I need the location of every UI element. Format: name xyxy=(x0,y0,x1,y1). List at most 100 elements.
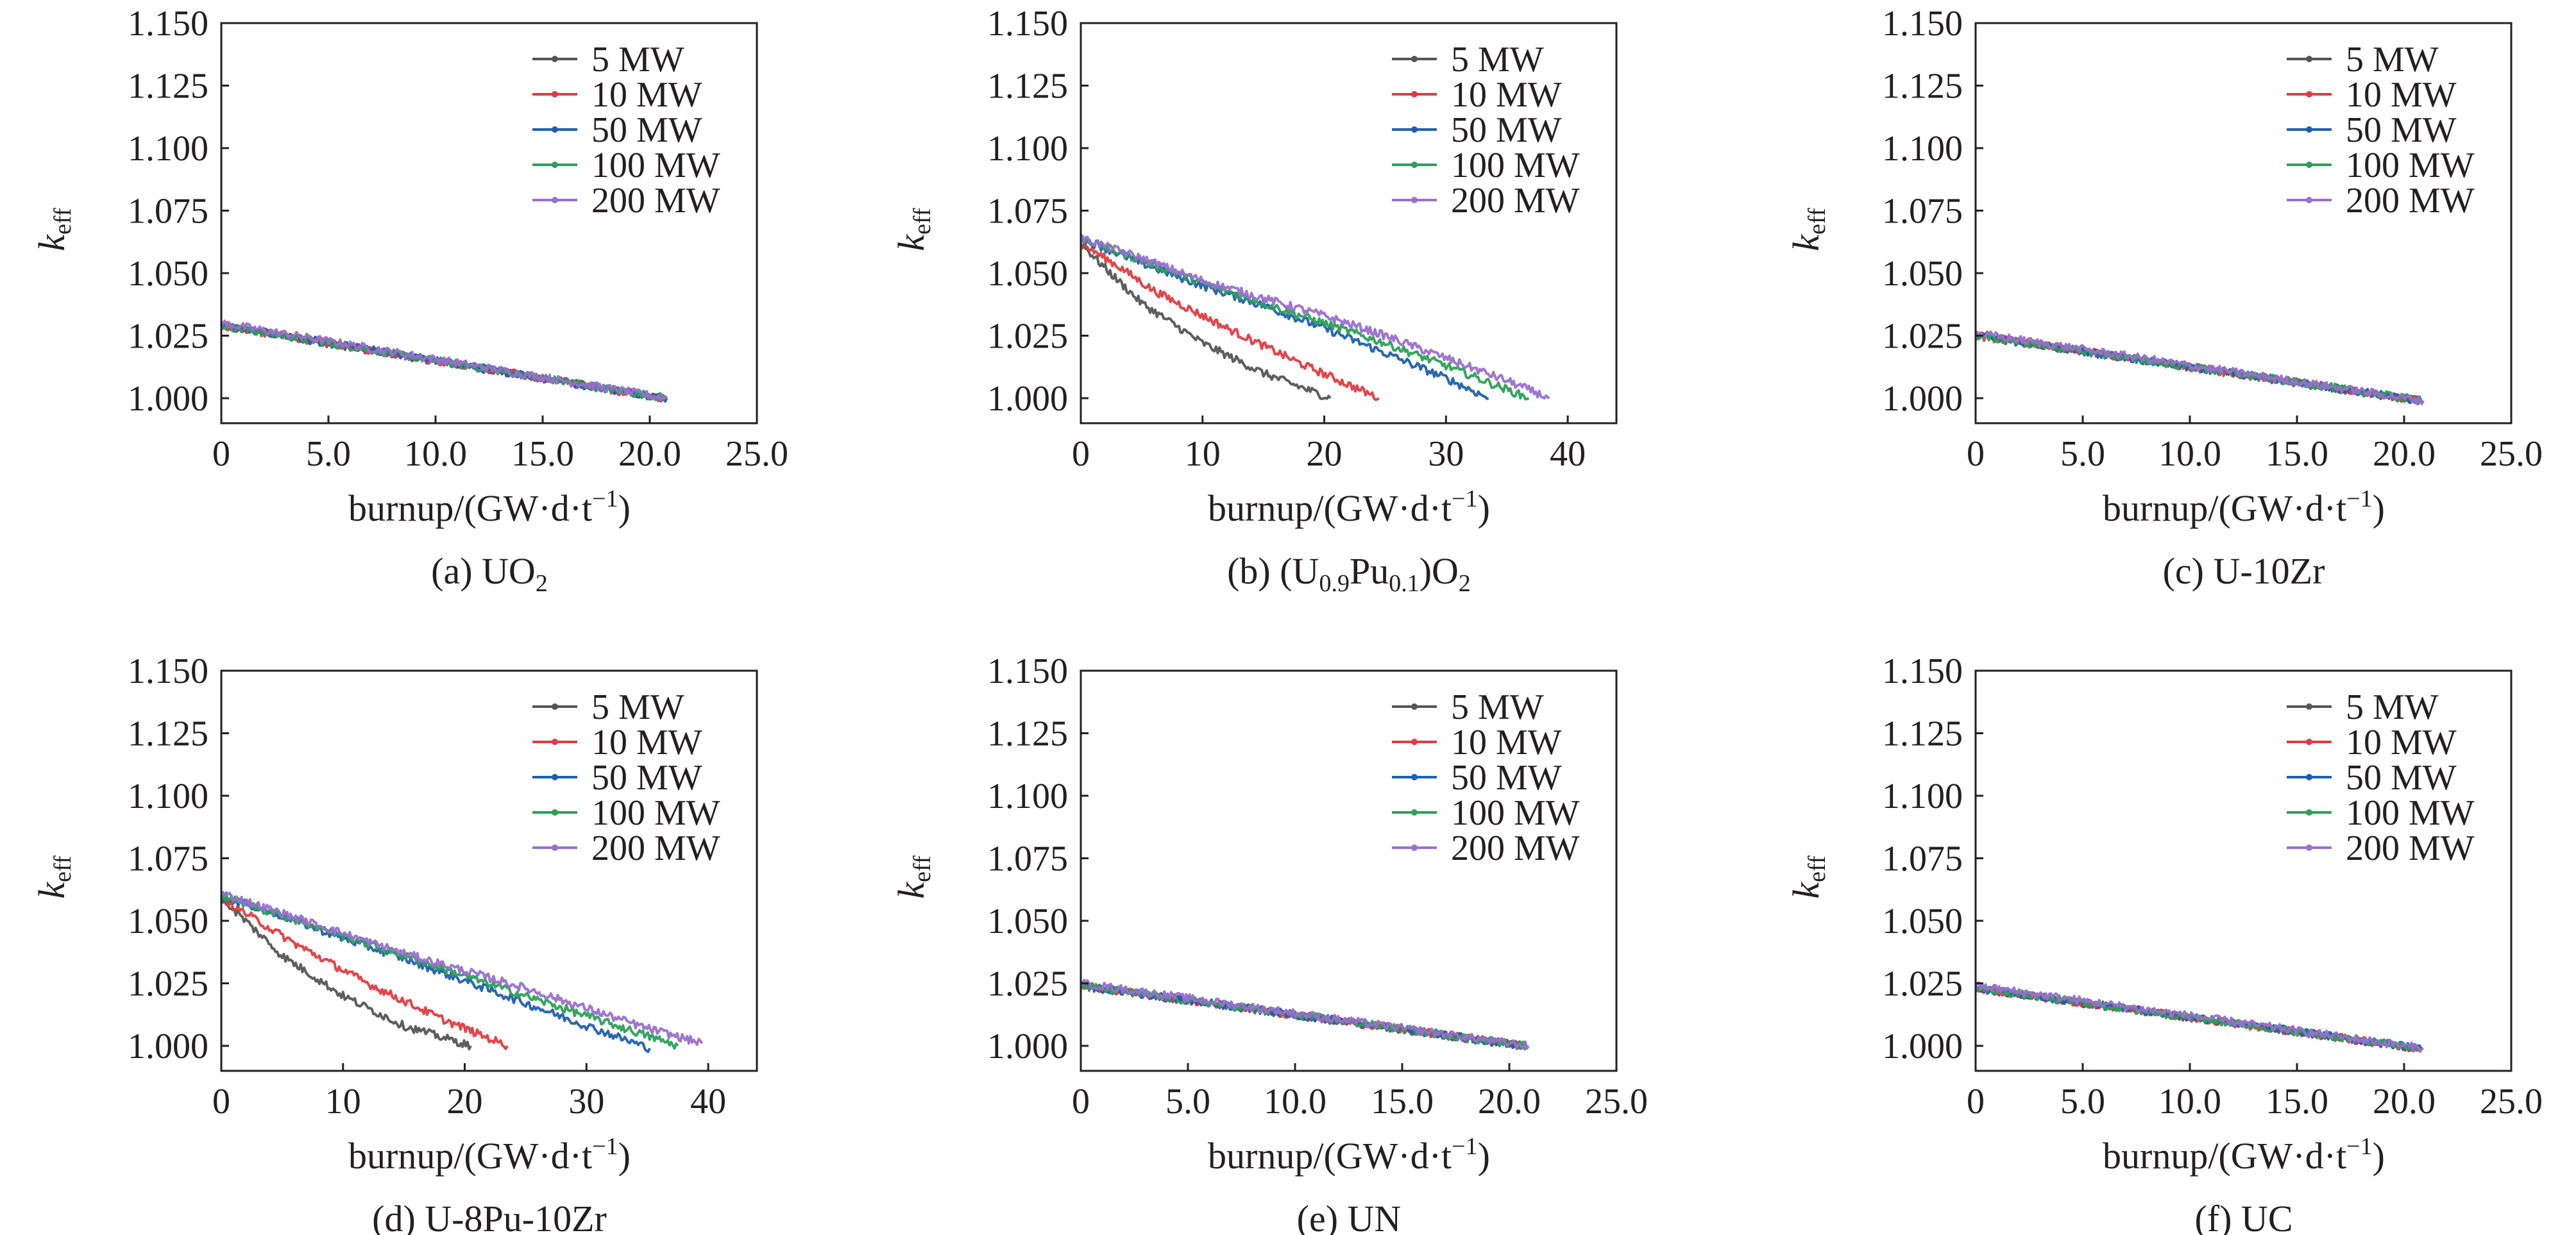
legend-marker xyxy=(2306,739,2312,745)
series-line xyxy=(220,319,668,402)
caption-text: (f) UC xyxy=(2194,1198,2292,1235)
legend-marker xyxy=(2306,844,2312,851)
panel-caption: (c) U-10Zr xyxy=(2163,550,2325,592)
y-axis-title-sub: eff xyxy=(909,208,936,235)
legend-marker xyxy=(1411,774,1418,780)
legend-marker xyxy=(1411,703,1418,710)
legend-marker xyxy=(1411,809,1418,816)
legend-label: 10 MW xyxy=(591,723,702,762)
x-tick-label: 40 xyxy=(690,1082,726,1122)
legend-label: 5 MW xyxy=(2346,687,2439,727)
y-axis-title-sub: eff xyxy=(909,855,936,882)
legend-label: 100 MW xyxy=(1451,793,1580,833)
legend-label: 50 MW xyxy=(1451,110,1562,150)
panel-caption: (a) UO2 xyxy=(431,550,548,597)
legend-marker xyxy=(1411,91,1418,97)
legend-label: 200 MW xyxy=(1451,181,1580,221)
legend-label: 200 MW xyxy=(591,828,720,868)
plot-frame xyxy=(1974,669,2512,1072)
legend-label: 50 MW xyxy=(591,758,702,798)
x-tick-label: 15.0 xyxy=(2266,434,2328,474)
y-axis-title-sub: eff xyxy=(49,855,76,882)
x-tick-label: 15.0 xyxy=(511,434,574,474)
y-tick-label: 1.075 xyxy=(1882,192,1963,231)
y-tick-label: 1.050 xyxy=(987,254,1068,294)
x-axis-title-main: burnup/(GW·d·t xyxy=(1208,487,1452,529)
legend-label: 5 MW xyxy=(2346,40,2439,80)
x-axis-title-tail: ) xyxy=(1478,1135,1490,1177)
y-tick-label: 1.100 xyxy=(1882,777,1963,816)
x-tick-label: 5.0 xyxy=(1165,1082,1210,1122)
y-axis-title: keff xyxy=(1785,208,1831,251)
panel-caption: (d) U-8Pu-10Zr xyxy=(372,1198,607,1235)
x-tick-label: 0 xyxy=(1072,434,1090,474)
y-tick-label: 1.025 xyxy=(987,317,1068,357)
y-axis-title: keff xyxy=(1785,855,1831,899)
legend-label: 200 MW xyxy=(2346,828,2475,868)
legend-label: 100 MW xyxy=(1451,146,1580,185)
y-tick-label: 1.150 xyxy=(1882,651,1963,691)
y-tick-label: 1.025 xyxy=(1882,964,1963,1004)
caption-tail: Pu xyxy=(1350,550,1389,592)
series-line xyxy=(220,896,472,1051)
legend-marker xyxy=(1411,126,1418,133)
legend-label: 10 MW xyxy=(2346,723,2457,762)
y-axis-title: keff xyxy=(890,855,936,899)
legend-label: 100 MW xyxy=(2346,146,2475,185)
x-tick-label: 15.0 xyxy=(1371,1082,1434,1122)
x-axis-title: burnup/(GW·d·t−1) xyxy=(348,485,631,529)
legend-marker xyxy=(1411,844,1418,851)
legend-marker xyxy=(552,844,558,851)
legend-label: 5 MW xyxy=(1451,40,1544,80)
y-tick-label: 1.050 xyxy=(128,902,208,941)
y-tick-label: 1.125 xyxy=(1882,67,1963,106)
x-axis-title-main: burnup/(GW·d·t xyxy=(348,487,592,529)
legend-marker xyxy=(2306,197,2312,203)
legend-marker xyxy=(2306,809,2312,816)
plot-frame xyxy=(220,22,758,424)
y-tick-label: 1.100 xyxy=(987,129,1068,169)
x-axis-title-tail: ) xyxy=(618,487,631,529)
panel-caption: (f) UC xyxy=(2194,1198,2292,1235)
x-axis-title: burnup/(GW·d·t−1) xyxy=(2103,485,2385,529)
legend-label: 50 MW xyxy=(1451,758,1562,798)
y-axis-title-main: k xyxy=(31,882,72,899)
y-tick-label: 1.100 xyxy=(128,129,208,169)
legend-label: 10 MW xyxy=(2346,75,2457,115)
series-line xyxy=(1080,243,1332,401)
legend-marker xyxy=(1411,56,1418,62)
x-axis-title-sup: −1 xyxy=(1452,1133,1477,1160)
series-line xyxy=(220,894,509,1050)
y-tick-label: 1.100 xyxy=(1882,129,1963,169)
y-tick-label: 1.000 xyxy=(987,1027,1068,1066)
legend-label: 200 MW xyxy=(591,181,720,221)
y-tick-label: 1.000 xyxy=(128,379,208,419)
legend-marker xyxy=(552,774,558,780)
y-axis-title-sub: eff xyxy=(1804,855,1831,882)
y-tick-label: 1.050 xyxy=(1882,254,1963,294)
legend-marker xyxy=(552,809,558,816)
legend-marker xyxy=(2306,703,2312,710)
legend-marker xyxy=(552,126,558,133)
caption-text: (c) U-10Zr xyxy=(2163,550,2325,592)
legend-label: 10 MW xyxy=(1451,723,1562,762)
x-tick-label: 30 xyxy=(568,1082,604,1122)
panel-caption: (e) UN xyxy=(1297,1198,1402,1235)
y-tick-label: 1.075 xyxy=(1882,839,1963,879)
x-tick-label: 20 xyxy=(1307,434,1343,474)
legend-label: 10 MW xyxy=(591,75,702,115)
y-tick-label: 1.075 xyxy=(128,192,208,231)
x-axis-title: burnup/(GW·d·t−1) xyxy=(2103,1133,2385,1177)
x-axis-title-sup: −1 xyxy=(2346,1133,2372,1160)
x-tick-label: 25.0 xyxy=(1585,1082,1648,1122)
x-tick-label: 25.0 xyxy=(2480,434,2543,474)
y-tick-label: 1.125 xyxy=(128,67,208,106)
y-axis-title-sub: eff xyxy=(49,208,76,235)
x-axis-title-main: burnup/(GW·d·t xyxy=(2103,1135,2346,1177)
x-tick-label: 30 xyxy=(1428,434,1464,474)
y-tick-label: 1.075 xyxy=(987,192,1068,231)
x-tick-label: 5.0 xyxy=(2060,434,2105,474)
legend-label: 5 MW xyxy=(591,40,684,80)
x-tick-label: 5.0 xyxy=(306,434,351,474)
